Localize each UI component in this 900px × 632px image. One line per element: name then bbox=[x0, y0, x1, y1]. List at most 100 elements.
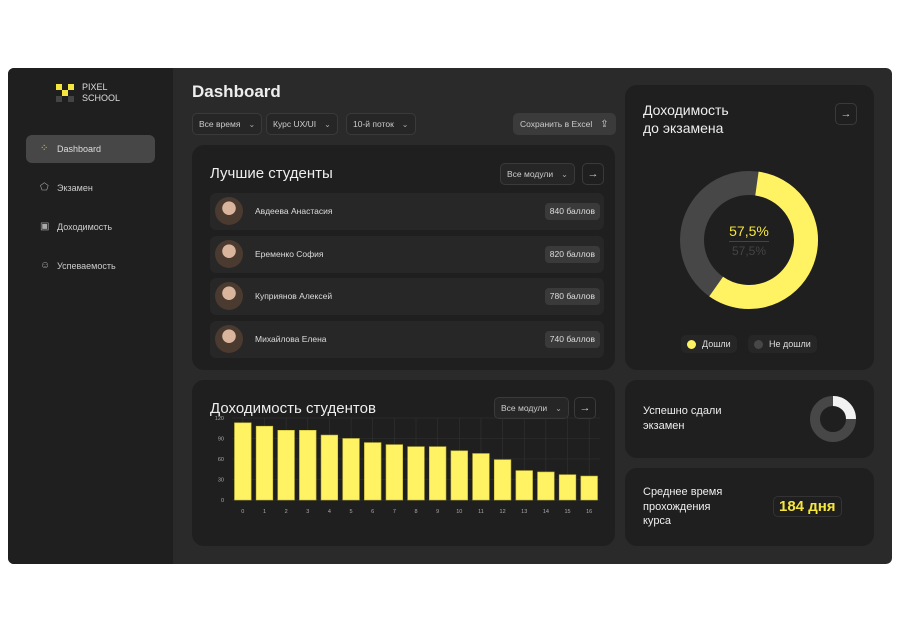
avatar bbox=[215, 197, 243, 225]
select-value: Все время bbox=[199, 119, 241, 129]
card-title: Доходимость bbox=[643, 102, 729, 118]
chart-icon: ▣ bbox=[40, 221, 50, 232]
x-tick-label: 12 bbox=[500, 509, 506, 515]
grid-icon: ⁘ bbox=[40, 143, 49, 154]
module-select[interactable]: Все модули ⌄ bbox=[500, 163, 575, 185]
bar bbox=[407, 446, 425, 501]
score-badge: 780 баллов bbox=[544, 288, 600, 305]
select-value: Все модули bbox=[501, 403, 548, 413]
bar bbox=[277, 429, 295, 501]
y-tick-label: 120 bbox=[215, 416, 224, 422]
sidebar-item-label: Успеваемость bbox=[57, 261, 116, 271]
arrow-right-button[interactable]: → bbox=[582, 163, 604, 185]
avatar bbox=[215, 282, 243, 310]
legend-dot bbox=[687, 339, 696, 349]
app-window: PIXEL SCHOOL ⁘ Dashboard ⬠ Экзамен ▣ Доходим… bbox=[8, 68, 892, 564]
mini-donut-chart bbox=[810, 396, 856, 442]
student-name: Куприянов Алексей bbox=[255, 291, 333, 301]
donut-chart bbox=[680, 171, 818, 309]
arrow-right-button[interactable]: → bbox=[574, 397, 596, 419]
card-title: курса bbox=[643, 515, 672, 527]
bar bbox=[580, 475, 598, 501]
x-tick-label: 10 bbox=[456, 509, 462, 515]
avatar bbox=[215, 325, 243, 353]
list-item[interactable]: Михайлова Елена 740 баллов bbox=[210, 321, 604, 358]
sidebar-item-completion[interactable]: ▣ Доходимость bbox=[26, 213, 155, 241]
bar bbox=[429, 446, 447, 501]
export-excel-button[interactable]: Сохранить в Excel ⇪ bbox=[513, 113, 616, 135]
x-tick-label: 3 bbox=[306, 509, 309, 515]
x-tick-label: 4 bbox=[328, 509, 331, 515]
x-tick-label: 5 bbox=[350, 509, 353, 515]
donut-segment bbox=[810, 396, 856, 442]
bar bbox=[493, 459, 512, 501]
avg-time-card: Среднее время прохождения курса 184 дня bbox=[625, 468, 874, 546]
upload-icon: ⇪ bbox=[600, 118, 609, 130]
x-tick-label: 11 bbox=[478, 509, 484, 515]
x-tick-label: 8 bbox=[414, 509, 417, 515]
y-tick-label: 60 bbox=[218, 457, 224, 463]
x-tick-label: 13 bbox=[521, 509, 527, 515]
card-title: Успешно сдали bbox=[643, 405, 722, 417]
chevron-down-icon: ⌄ bbox=[248, 119, 256, 129]
course-select[interactable]: Курс UX/UI ⌄ bbox=[266, 113, 338, 135]
x-tick-label: 9 bbox=[436, 509, 439, 515]
y-tick-label: 30 bbox=[218, 478, 224, 484]
smile-icon: ☺ bbox=[40, 260, 51, 271]
card-title: Доходимость студентов bbox=[210, 400, 376, 417]
x-tick-label: 2 bbox=[285, 509, 288, 515]
sidebar-item-exam[interactable]: ⬠ Экзамен bbox=[26, 174, 155, 202]
pentagon-icon: ⬠ bbox=[40, 182, 49, 193]
x-tick-label: 15 bbox=[564, 509, 570, 515]
legend-dot bbox=[754, 339, 763, 349]
bar bbox=[364, 442, 382, 501]
module-select[interactable]: Все модули ⌄ bbox=[494, 397, 569, 419]
sidebar-item-progress[interactable]: ☺ Успеваемость bbox=[26, 252, 155, 280]
arrow-right-button[interactable]: → bbox=[835, 103, 857, 125]
student-name: Авдеева Анастасия bbox=[255, 206, 333, 216]
select-value: Курс UX/UI bbox=[273, 119, 317, 129]
avatar bbox=[215, 240, 243, 268]
stream-select[interactable]: 10-й поток ⌄ bbox=[346, 113, 416, 135]
x-tick-label: 16 bbox=[586, 509, 592, 515]
bar bbox=[515, 470, 533, 501]
logo-text-1: PIXEL bbox=[82, 82, 108, 92]
logo-icon bbox=[56, 84, 74, 102]
top-students-card: Лучшие студенты Все модули ⌄ → Авдеева Ан… bbox=[192, 145, 615, 370]
card-title: Среднее время bbox=[643, 486, 723, 498]
x-tick-label: 6 bbox=[371, 509, 374, 515]
list-item[interactable]: Авдеева Анастасия 840 баллов bbox=[210, 193, 604, 230]
list-item[interactable]: Куприянов Алексей 780 баллов bbox=[210, 278, 604, 315]
button-label: Сохранить в Excel bbox=[520, 119, 593, 129]
card-title: экзамен bbox=[643, 420, 685, 432]
sidebar-item-dashboard[interactable]: ⁘ Dashboard bbox=[26, 135, 155, 163]
student-name: Еременко София bbox=[255, 249, 324, 259]
x-tick-label: 14 bbox=[543, 509, 549, 515]
chevron-down-icon: ⌄ bbox=[324, 119, 331, 129]
logo-text-2: SCHOOL bbox=[82, 93, 121, 103]
completion-chart-card: Доходимость студентов Все модули ⌄ → 0 30 6… bbox=[192, 380, 615, 546]
bar bbox=[342, 438, 360, 501]
legend-label: Не дошли bbox=[769, 339, 811, 349]
period-select[interactable]: Все время ⌄ bbox=[192, 113, 263, 135]
page-title: Dashboard bbox=[192, 82, 281, 101]
list-item[interactable]: Еременко София 820 баллов bbox=[210, 236, 604, 273]
bar bbox=[558, 474, 577, 501]
bar bbox=[255, 425, 274, 501]
y-tick-label: 0 bbox=[221, 498, 224, 504]
completion-donut-card: Доходимость до экзамена → 57,5% 57,5% Дош… bbox=[625, 85, 874, 370]
bar bbox=[537, 471, 555, 501]
card-title: до экзамена bbox=[643, 120, 724, 136]
sidebar-item-label: Dashboard bbox=[57, 144, 102, 154]
avg-time-value: 184 дня bbox=[773, 496, 842, 517]
x-tick-label: 0 bbox=[241, 509, 244, 515]
card-title: Лучшие студенты bbox=[210, 165, 333, 182]
y-tick-label: 90 bbox=[218, 437, 224, 443]
legend-item-reached: Дошли bbox=[681, 335, 737, 353]
bar bbox=[450, 450, 468, 501]
card-title: прохождения bbox=[643, 500, 711, 513]
donut-sub-value: 57,5% bbox=[731, 244, 767, 258]
logo[interactable]: PIXEL SCHOOL bbox=[56, 82, 120, 104]
select-value: 10-й поток bbox=[353, 119, 394, 129]
